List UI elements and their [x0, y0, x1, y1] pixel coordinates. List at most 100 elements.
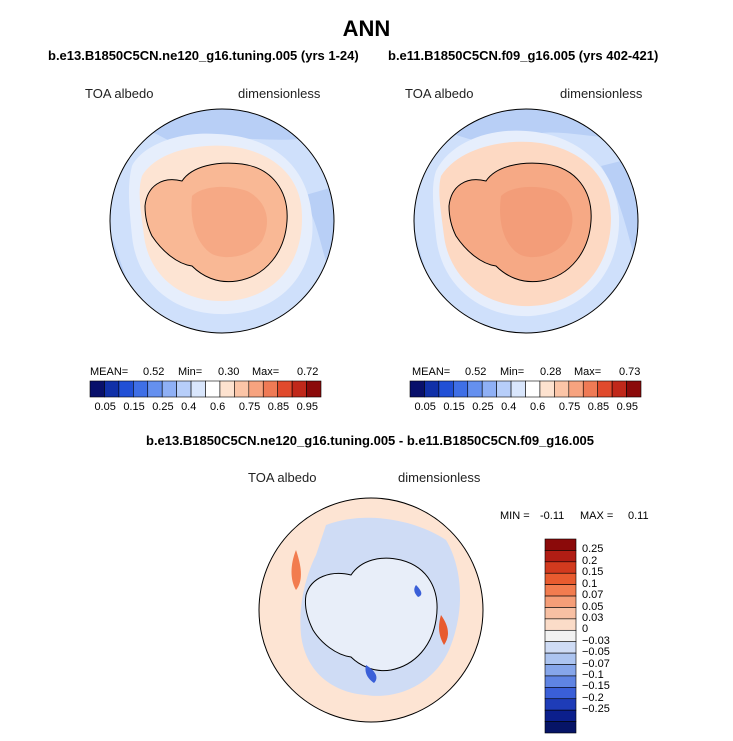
colorbar-tick-label: 0.75	[558, 401, 581, 413]
difference-colorbar-tick-label: 0.07	[582, 589, 604, 602]
colorbar-tick-label: 0.15	[123, 401, 145, 413]
colorbar-swatch	[510, 380, 526, 398]
colorbar-tick-label: 0.95	[616, 401, 638, 413]
colorbar-swatch	[611, 380, 627, 398]
difference-colorbar-tick-label: 0.2	[582, 554, 598, 567]
difference-colorbar-tick-label: 0.15	[582, 566, 604, 579]
right-panel-units-label: dimensionless	[560, 86, 643, 101]
colorbar-swatch	[597, 380, 613, 398]
colorbar-swatch	[89, 380, 105, 398]
difference-colorbar-swatch	[544, 629, 577, 643]
right-max-label: Max=	[574, 366, 602, 378]
colorbar-tick-label: 0.25	[152, 401, 174, 413]
left-colorbar-labels: 0.05 0.15 0.25 0.4 0.6 0.75 0.85 0.95	[90, 401, 321, 415]
difference-colorbar-swatch	[544, 675, 577, 688]
colorbar-swatch	[626, 380, 642, 398]
difference-polar-map	[258, 497, 484, 723]
colorbar-swatch	[104, 380, 120, 398]
colorbar-tick-label: 0.75	[238, 401, 261, 413]
left-min-value: 0.30	[218, 366, 240, 378]
colorbar-swatch	[190, 380, 206, 398]
right-max-value: 0.73	[619, 366, 641, 378]
colorbar-swatch	[147, 380, 163, 398]
difference-colorbar-swatch	[544, 607, 577, 620]
colorbar-tick-label: 0.05	[414, 401, 436, 413]
difference-colorbar-tick-label: −0.05	[582, 646, 610, 659]
difference-colorbar-swatch	[544, 698, 577, 711]
colorbar-swatch	[133, 380, 149, 398]
colorbar-tick-label: 0.85	[587, 401, 610, 413]
colorbar-tick-label: 0.85	[267, 401, 290, 413]
difference-colorbar-swatch	[544, 584, 577, 597]
colorbar-swatch	[277, 380, 293, 398]
colorbar-swatch	[453, 380, 469, 398]
difference-colorbar-tick-label: −0.25	[582, 703, 610, 716]
difference-max-value: 0.11	[628, 510, 649, 522]
difference-colorbar-swatch	[544, 618, 577, 631]
colorbar-tick-label: 0.4	[501, 401, 517, 413]
colorbar-tick-label: 0.05	[94, 401, 116, 413]
colorbar-swatch	[291, 380, 307, 398]
left-panel-variable-label: TOA albedo	[85, 86, 154, 101]
colorbar-tick-label: 0.25	[472, 401, 494, 413]
colorbar-swatch	[467, 380, 483, 398]
colorbar-swatch	[424, 380, 440, 398]
colorbar-swatch	[118, 380, 134, 398]
colorbar-swatch	[205, 380, 221, 398]
left-colorbar	[89, 380, 322, 398]
difference-colorbar-tick-label: −0.07	[582, 657, 610, 670]
right-min-label: Min=	[500, 366, 525, 378]
difference-variable-label: TOA albedo	[248, 470, 317, 485]
colorbar-swatch	[262, 380, 278, 398]
difference-units-label: dimensionless	[398, 470, 481, 485]
colorbar-tick-label: 0.95	[296, 401, 318, 413]
colorbar-swatch	[539, 380, 555, 398]
colorbar-swatch	[306, 380, 322, 398]
left-mean-value: 0.52	[143, 366, 165, 378]
difference-colorbar-swatch	[544, 709, 577, 722]
left-panel-case-title: b.e13.B1850C5CN.ne120_g16.tuning.005 (yr…	[48, 48, 359, 63]
difference-colorbar-tick-label: 0.1	[582, 577, 598, 590]
colorbar-swatch	[481, 380, 497, 398]
difference-colorbar-tick-label: 0.03	[582, 611, 604, 624]
colorbar-swatch	[568, 380, 584, 398]
difference-colorbar-tick-label: −0.15	[582, 680, 610, 693]
colorbar-swatch	[525, 380, 541, 398]
difference-colorbar-tick-label: 0.25	[582, 543, 604, 556]
main-title: ANN	[342, 16, 391, 41]
colorbar-swatch	[161, 380, 177, 398]
difference-min-value: -0.11	[540, 510, 565, 522]
colorbar-swatch	[438, 380, 454, 398]
colorbar-tick-label: 0.6	[529, 401, 546, 413]
difference-colorbar-tick-label: 0.05	[582, 600, 604, 613]
difference-colorbar-tick-label: −0.1	[582, 668, 604, 681]
difference-max-label: MAX =	[580, 510, 614, 522]
left-polar-map	[109, 108, 335, 334]
difference-colorbar	[544, 538, 577, 734]
left-min-label: Min=	[178, 366, 203, 378]
difference-colorbar-swatch	[544, 595, 577, 608]
colorbar-swatch	[176, 380, 192, 398]
difference-title: b.e13.B1850C5CN.ne120_g16.tuning.005 - b…	[146, 433, 595, 448]
colorbar-swatch	[219, 380, 235, 398]
right-panel-case-title: b.e11.B1850C5CN.f09_g16.005 (yrs 402-421…	[388, 48, 659, 63]
colorbar-swatch	[248, 380, 264, 398]
left-mean-label: MEAN=	[90, 366, 129, 378]
left-panel-units-label: dimensionless	[238, 86, 321, 101]
difference-colorbar-swatch	[544, 687, 577, 700]
difference-colorbar-swatch	[544, 721, 577, 734]
colorbar-swatch	[582, 380, 598, 398]
difference-colorbar-swatch	[544, 652, 577, 665]
right-mean-value: 0.52	[465, 366, 487, 378]
left-max-label: Max=	[252, 366, 280, 378]
difference-colorbar-swatch	[544, 664, 577, 677]
right-panel-variable-label: TOA albedo	[405, 86, 474, 101]
right-colorbar	[409, 380, 642, 398]
difference-colorbar-swatch	[544, 538, 577, 551]
colorbar-swatch	[409, 380, 425, 398]
difference-colorbar-swatch	[544, 550, 577, 563]
right-min-value: 0.28	[540, 366, 562, 378]
difference-colorbar-tick-label: −0.2	[582, 691, 604, 704]
left-max-value: 0.72	[297, 366, 319, 378]
colorbar-tick-label: 0.15	[443, 401, 465, 413]
